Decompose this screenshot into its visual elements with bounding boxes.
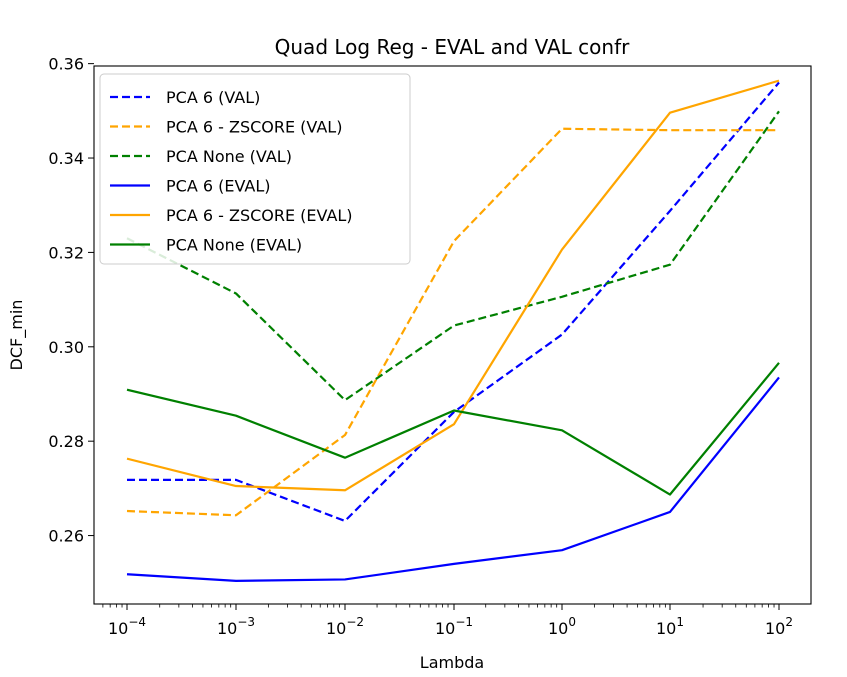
series-line-4 <box>126 376 780 582</box>
series-line-5 <box>126 79 780 492</box>
y-tick-label: 0.34 <box>48 149 84 168</box>
x-tick-label: 102 <box>765 615 793 638</box>
y-tick-label: 0.36 <box>48 55 84 74</box>
x-tick-label: 10−1 <box>435 615 473 638</box>
series-line-2 <box>126 127 779 517</box>
y-tick-label: 0.28 <box>48 432 84 451</box>
legend-label-2: PCA 6 - ZSCORE (VAL) <box>166 118 342 137</box>
x-tick-label: 100 <box>548 615 576 638</box>
axes-frame <box>93 65 812 605</box>
series-line-3 <box>126 110 780 402</box>
y-tick-label: 0.32 <box>48 243 84 262</box>
x-axis: 10−4 10−3 10−2 10−1 100 101 102 <box>102 604 793 638</box>
y-tick-label: 0.30 <box>48 338 84 357</box>
legend: PCA 6 (VAL) PCA 6 - ZSCORE (VAL) PCA None … <box>99 73 411 265</box>
legend-box <box>99 73 411 265</box>
x-tick-label: 10−4 <box>108 615 146 638</box>
series-line-6 <box>126 362 780 496</box>
legend-label-3: PCA None (VAL) <box>166 147 292 166</box>
y-axis: 0.26 0.28 0.30 0.32 0.34 0.36 <box>48 55 94 546</box>
legend-label-5: PCA 6 - ZSCORE (EVAL) <box>166 206 353 225</box>
y-tick-label: 0.26 <box>48 527 84 546</box>
x-tick-label: 10−3 <box>217 615 255 638</box>
x-tick-label: 101 <box>656 615 684 638</box>
series-line-1 <box>127 81 780 523</box>
legend-label-4: PCA 6 (EVAL) <box>166 177 271 196</box>
legend-label-1: PCA 6 (VAL) <box>166 88 260 107</box>
series-layer <box>126 79 780 582</box>
chart-title: Quad Log Reg - EVAL and VAL confr <box>275 35 630 59</box>
legend-label-6: PCA None (EVAL) <box>166 236 302 255</box>
x-tick-label: 10−2 <box>326 615 364 638</box>
x-axis-title: Lambda <box>420 653 484 672</box>
y-axis-title: DCF_min <box>7 300 27 371</box>
